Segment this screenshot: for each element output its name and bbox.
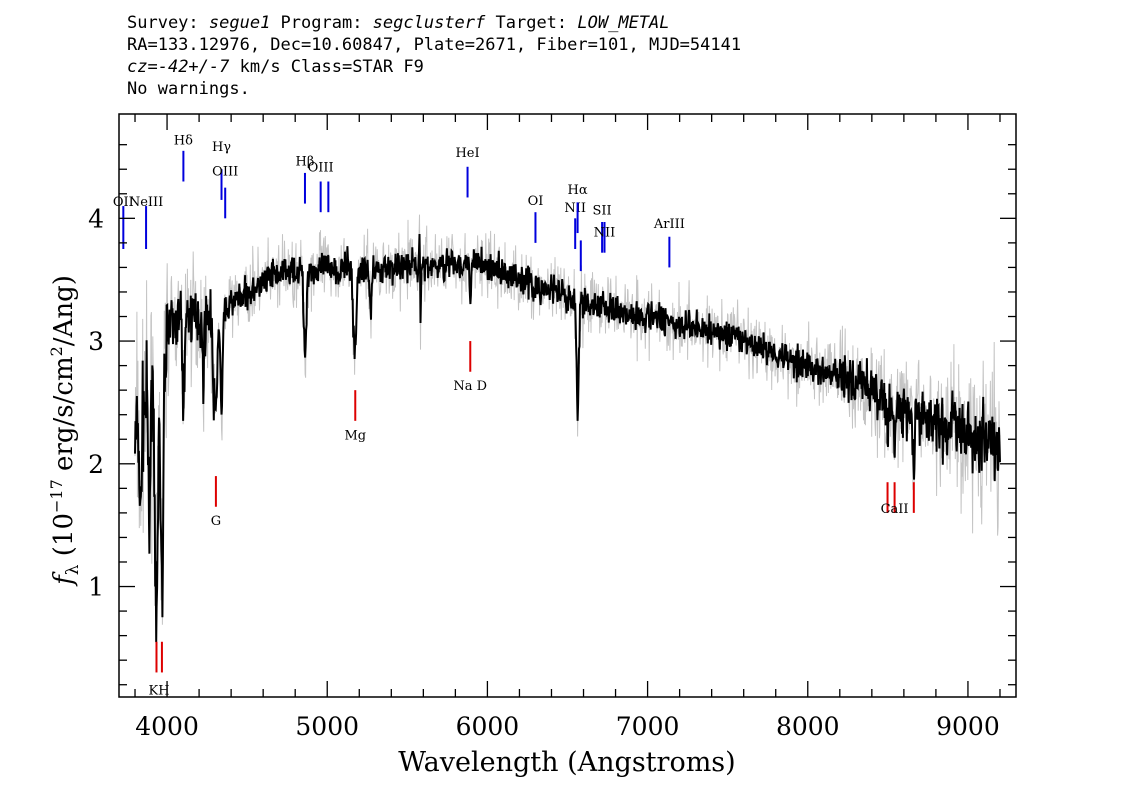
emission-line-label: NeIII	[129, 195, 163, 210]
emission-line-label: OIII	[308, 161, 334, 176]
emission-line-label: Hβ	[296, 155, 315, 170]
x-axis: 4000 5000 6000 7000 8000 9000	[134, 114, 1001, 741]
emission-line-label: Hα	[568, 183, 588, 198]
spectrum-header: Survey: segue1 Program: segclusterf Targ…	[127, 12, 741, 100]
header-line-redshift: cz=-42+/-7 km/s Class=STAR F9	[127, 56, 741, 78]
survey-value: segue1	[208, 13, 271, 33]
survey-label: Survey:	[127, 13, 209, 33]
emission-line-label: NII	[594, 226, 616, 241]
emission-line-label: SII	[593, 204, 612, 219]
cz-label: cz=	[127, 57, 158, 77]
x-tick-label: 8000	[776, 712, 840, 741]
emission-line-label: ArIII	[653, 217, 685, 232]
emission-line-label: Hδ	[174, 134, 193, 149]
y-tick-label: 2	[88, 450, 104, 479]
x-axis-label: Wavelength (Angstroms)	[398, 747, 735, 778]
absorption-line-label: CaII	[881, 502, 909, 517]
x-tick-label: 5000	[295, 712, 359, 741]
x-tick-label: 6000	[456, 712, 520, 741]
x-tick-label: 7000	[616, 712, 680, 741]
target-label: Target:	[485, 13, 578, 33]
y-axis-label: fλ (10−17 erg/s/cm2/Ang)	[47, 275, 83, 587]
program-value: segclusterf	[372, 13, 486, 33]
emission-line-label: OI	[528, 194, 544, 209]
x-tick-label: 9000	[936, 712, 1000, 741]
header-line-warnings: No warnings.	[127, 79, 250, 99]
absorption-line-label: G	[211, 514, 221, 529]
emission-line-label: HeI	[455, 146, 479, 161]
target-value: LOW_METAL	[577, 13, 670, 33]
flux-series	[134, 233, 1001, 643]
y-tick-label: 4	[88, 204, 104, 233]
absorption-line-label: Na D	[453, 379, 487, 394]
class-text: km/s Class=STAR F9	[229, 57, 424, 77]
emission-line-label: Hγ	[212, 140, 231, 155]
program-label: Program:	[270, 13, 373, 33]
absorption-line-label: KH	[149, 684, 170, 699]
y-axis: 1 2 3 4	[88, 144, 1016, 686]
y-tick-label: 1	[88, 573, 104, 602]
plot-frame	[118, 113, 1017, 698]
header-line-coordinates: RA=133.12976, Dec=10.60847, Plate=2671, …	[127, 35, 742, 55]
absorption-line-label: Mg	[344, 428, 366, 443]
emission-line-label: NII	[564, 201, 586, 216]
emission-line-label: OII	[113, 195, 134, 210]
x-tick-label: 4000	[135, 712, 199, 741]
emission-line-label: OIII	[212, 164, 238, 179]
cz-value: -42+/-7	[157, 57, 230, 77]
y-tick-label: 3	[88, 327, 104, 356]
header-line-survey: Survey: segue1 Program: segclusterf Targ…	[127, 12, 741, 34]
